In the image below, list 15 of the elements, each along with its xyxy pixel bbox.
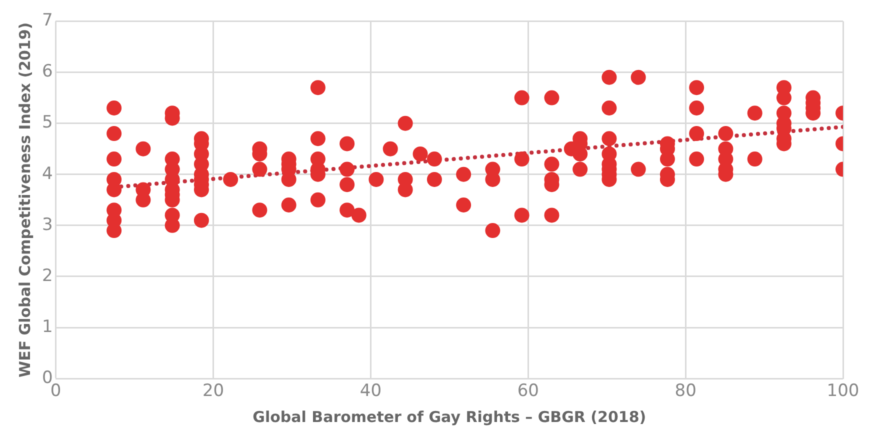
x-tick-label: 40 <box>360 381 382 402</box>
y-tick-label: 6 <box>42 62 53 82</box>
y-tick-label: 4 <box>42 164 53 184</box>
x-tick-label: 100 <box>826 381 860 402</box>
x-tick-label: 80 <box>674 381 696 402</box>
y-tick-label: 0 <box>42 368 53 388</box>
y-tick-label: 2 <box>42 266 53 286</box>
x-tick-label: 60 <box>517 381 539 402</box>
y-tick-label: 1 <box>42 316 53 337</box>
y-axis-title: WEF Global Competitiveness Index (2019) <box>16 22 34 378</box>
y-tick-label: 5 <box>42 112 53 133</box>
y-tick-label: 7 <box>42 10 53 31</box>
x-tick-label: 20 <box>202 381 224 402</box>
y-tick-label: 3 <box>42 214 53 235</box>
x-axis-title: Global Barometer of Gay Rights – GBGR (2018) <box>252 408 646 426</box>
